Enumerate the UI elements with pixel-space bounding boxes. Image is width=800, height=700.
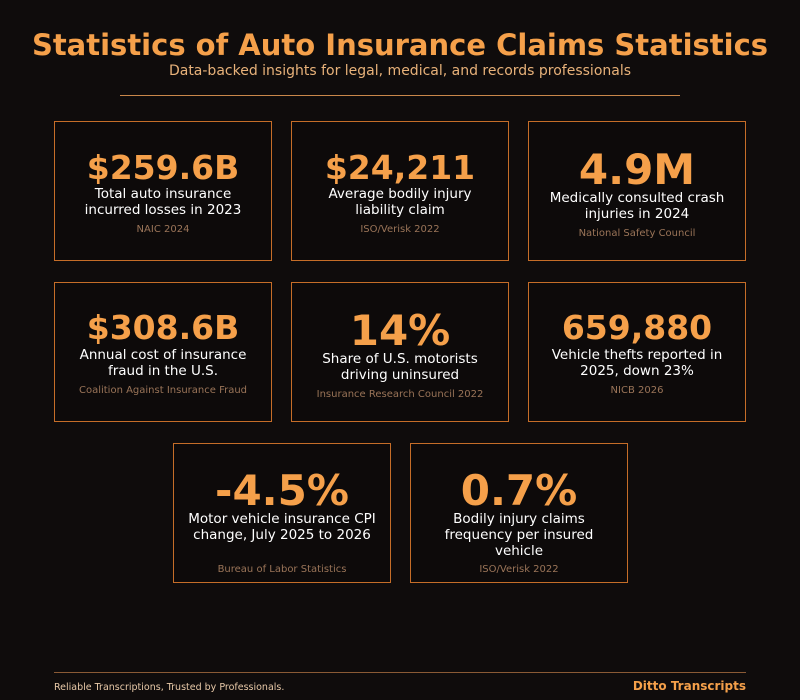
stat-source: NICB 2026 [610, 385, 664, 396]
footer-divider [54, 672, 746, 673]
stat-description: Total auto insurance incurred losses in … [84, 186, 242, 218]
stat-description: Average bodily injury liability claim [328, 186, 472, 218]
stat-source: NAIC 2024 [136, 224, 190, 235]
stat-card-uninsured-motorists: 14% Share of U.S. motorists driving unin… [291, 282, 509, 422]
stat-value: 4.9M [578, 145, 696, 194]
stat-description: Bodily injury claims frequency per insur… [444, 511, 594, 559]
title-divider [120, 95, 680, 96]
stat-card-bodily-injury-claim: $24,211 Average bodily injury liability … [291, 121, 509, 261]
stat-value: $24,211 [324, 148, 476, 187]
stat-card-crash-injuries: 4.9M Medically consulted crash injuries … [528, 121, 746, 261]
stat-source: Bureau of Labor Statistics [217, 564, 347, 575]
stat-description: Motor vehicle insurance CPI change, July… [188, 511, 376, 543]
stat-value: $259.6B [86, 148, 240, 187]
stat-card-claims-frequency: 0.7% Bodily injury claims frequency per … [410, 443, 628, 583]
stat-value: -4.5% [215, 466, 349, 515]
stat-card-incurred-losses: $259.6B Total auto insurance incurred lo… [54, 121, 272, 261]
footer-tagline: Reliable Transcriptions, Trusted by Prof… [54, 682, 285, 693]
stat-description: Annual cost of insurance fraud in the U.… [79, 347, 247, 379]
stat-description: Vehicle thefts reported in 2025, down 23… [551, 347, 723, 379]
stat-description: Medically consulted crash injuries in 20… [549, 190, 725, 222]
stat-source: Coalition Against Insurance Fraud [78, 385, 248, 396]
stat-value: 659,880 [561, 308, 713, 347]
stat-card-vehicle-thefts: 659,880 Vehicle thefts reported in 2025,… [528, 282, 746, 422]
stat-description: Share of U.S. motorists driving uninsure… [322, 351, 478, 383]
footer-brand: Ditto Transcripts [632, 679, 746, 693]
stat-card-insurance-fraud: $308.6B Annual cost of insurance fraud i… [54, 282, 272, 422]
stat-value: 0.7% [460, 466, 578, 515]
stat-source: Insurance Research Council 2022 [316, 389, 484, 400]
stat-source: ISO/Verisk 2022 [479, 564, 559, 575]
stat-source: National Safety Council [578, 228, 696, 239]
stat-value: 14% [349, 306, 451, 355]
stat-source: ISO/Verisk 2022 [360, 224, 440, 235]
stat-value: $308.6B [86, 308, 240, 347]
page-subtitle: Data-backed insights for legal, medical,… [168, 63, 632, 79]
page-title: Statistics of Auto Insurance Claims Stat… [31, 28, 769, 62]
stat-card-insurance-cpi: -4.5% Motor vehicle insurance CPI change… [173, 443, 391, 583]
